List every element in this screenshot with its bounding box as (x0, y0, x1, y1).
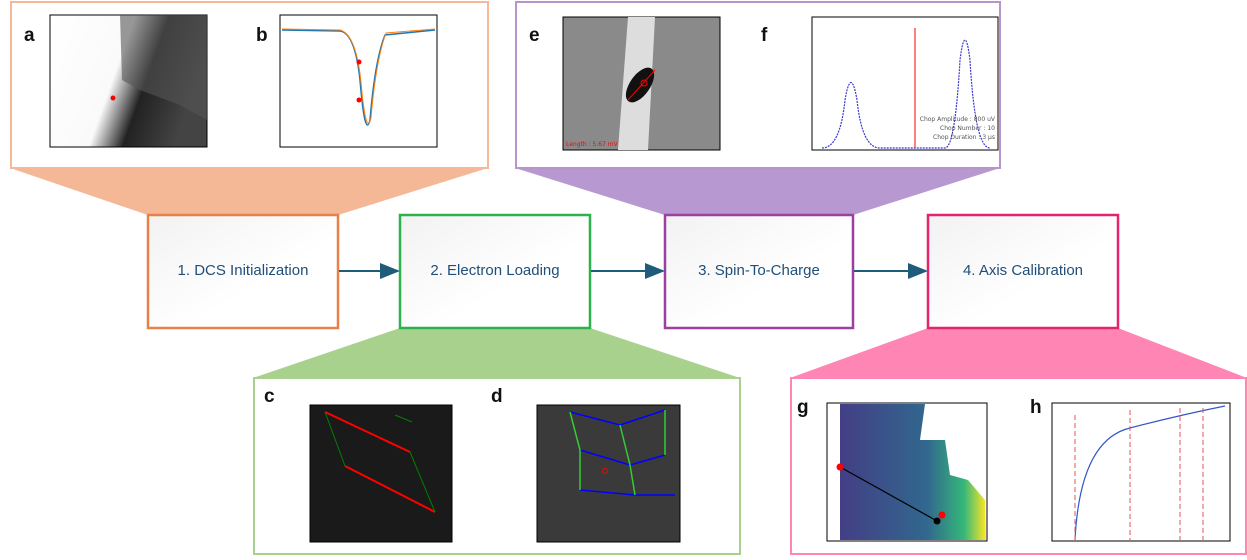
panel-label: d (491, 386, 503, 407)
panel-image (310, 405, 452, 542)
panel-label: a (24, 25, 35, 46)
panel-image (537, 405, 680, 542)
diagram: 1. DCS Initialization 2. Electron Loadin… (0, 0, 1247, 556)
panel-label: h (1030, 397, 1042, 418)
panel-plot (280, 15, 437, 147)
panel-label: f (761, 25, 768, 46)
panel-image (827, 403, 987, 541)
panel-label: e (529, 25, 540, 46)
panel-label: c (264, 386, 275, 407)
panel-label: b (256, 25, 268, 46)
callout-connector (515, 168, 1000, 215)
panel-image (50, 15, 207, 147)
callout-connector (10, 168, 488, 215)
panel-plot: Chop Amplitude : 800 uV Chop Number : 10… (812, 17, 998, 150)
step-label: 2. Electron Loading (430, 262, 559, 279)
callout-connector (790, 328, 1247, 378)
panel-plot (1052, 403, 1230, 541)
panel-label: g (797, 397, 809, 418)
annotation: Chop Amplitude : 800 uV (920, 116, 996, 123)
callout-connector (253, 328, 740, 378)
step-label: 3. Spin-To-Charge (698, 262, 820, 279)
step-label: 4. Axis Calibration (963, 262, 1083, 279)
panel-image: Length : 5.67 mV (563, 17, 720, 150)
annotation: Length : 5.67 mV (566, 141, 619, 148)
annotation: Chop Duration : 3 µs (933, 134, 995, 141)
step-label: 1. DCS Initialization (178, 262, 309, 279)
annotation: Chop Number : 10 (940, 125, 995, 132)
